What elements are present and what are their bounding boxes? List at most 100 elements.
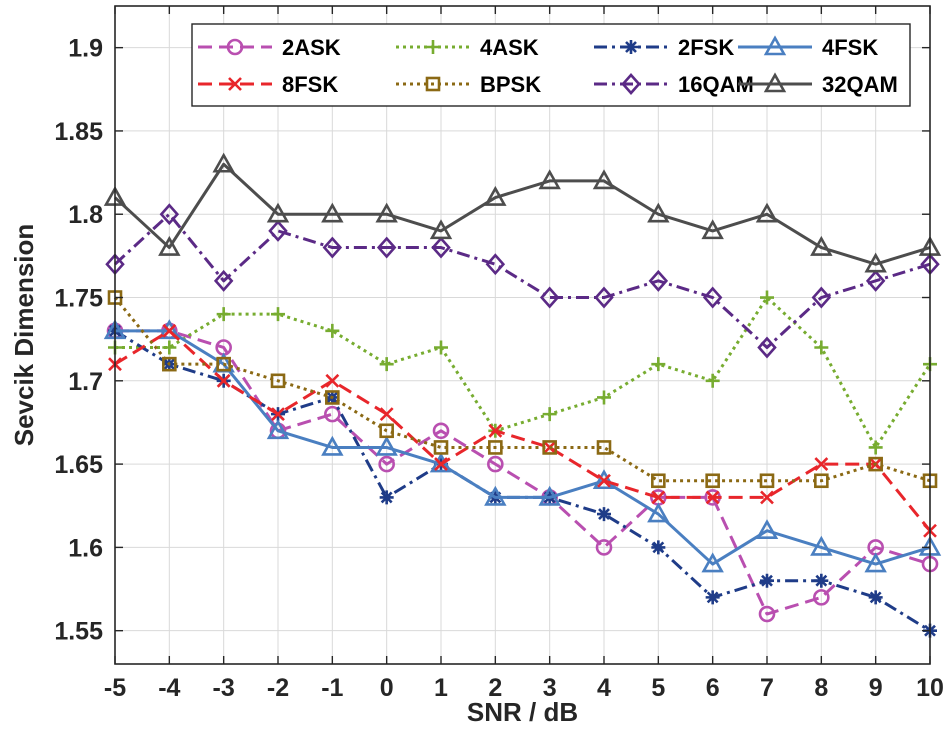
x-tick-label-8: 3 bbox=[543, 674, 557, 702]
legend-label-32QAM: 32QAM bbox=[822, 72, 898, 97]
marker-4ASK-12 bbox=[760, 290, 774, 305]
marker-32QAM-4 bbox=[321, 202, 344, 223]
legend-marker-8FSK bbox=[228, 77, 242, 91]
legend-label-2FSK: 2FSK bbox=[678, 35, 734, 60]
marker-4FSK-3 bbox=[266, 419, 290, 440]
marker-BPSK-12 bbox=[759, 473, 775, 489]
marker-2ASK-12 bbox=[758, 605, 776, 623]
legend-item-8FSK: 8FSK bbox=[198, 72, 338, 97]
marker-16QAM-1 bbox=[159, 203, 180, 226]
x-tick-label-14: 9 bbox=[869, 674, 883, 702]
marker-16QAM-7 bbox=[485, 253, 506, 276]
x-tick-label-1: -4 bbox=[158, 674, 180, 702]
x-tick-label-3: -2 bbox=[267, 674, 289, 702]
y-tick-label-0: 1.55 bbox=[54, 618, 103, 646]
marker-2ASK-5 bbox=[378, 455, 395, 473]
x-tick-label-2: -3 bbox=[213, 674, 235, 702]
marker-4FSK-14 bbox=[864, 552, 887, 573]
marker-2ASK-9 bbox=[595, 539, 613, 556]
marker-32QAM-8 bbox=[538, 169, 561, 190]
marker-16QAM-10 bbox=[648, 269, 669, 292]
marker-4FSK-7 bbox=[484, 485, 507, 506]
legend-marker-32QAM bbox=[763, 72, 787, 93]
marker-8FSK-2 bbox=[216, 373, 231, 388]
y-tick-label-2: 1.65 bbox=[54, 451, 103, 479]
legend-label-4ASK: 4ASK bbox=[480, 35, 539, 60]
marker-8FSK-11 bbox=[705, 490, 720, 505]
marker-BPSK-2 bbox=[216, 356, 231, 372]
x-tick-label-0: -5 bbox=[104, 674, 126, 702]
marker-8FSK-3 bbox=[271, 407, 285, 422]
x-tick-label-13: 8 bbox=[814, 674, 828, 702]
marker-4FSK-4 bbox=[321, 435, 344, 456]
marker-BPSK-8 bbox=[542, 440, 557, 455]
marker-BPSK-10 bbox=[651, 473, 666, 489]
marker-8FSK-5 bbox=[379, 407, 394, 422]
marker-32QAM-2 bbox=[212, 152, 235, 173]
marker-16QAM-5 bbox=[376, 236, 397, 259]
marker-32QAM-14 bbox=[864, 252, 887, 273]
marker-4ASK-9 bbox=[597, 390, 611, 405]
marker-16QAM-11 bbox=[702, 286, 723, 309]
y-tick-label-4: 1.75 bbox=[54, 285, 103, 313]
x-tick-label-6: 1 bbox=[434, 674, 448, 702]
marker-4ASK-14 bbox=[868, 440, 883, 455]
marker-16QAM-9 bbox=[594, 286, 614, 309]
marker-4FSK-13 bbox=[810, 535, 833, 556]
y-tick-label-7: 1.9 bbox=[68, 35, 103, 63]
marker-16QAM-12 bbox=[757, 336, 777, 359]
marker-2ASK-4 bbox=[324, 405, 341, 423]
marker-8FSK-13 bbox=[814, 457, 829, 472]
marker-BPSK-9 bbox=[596, 440, 612, 455]
marker-2FSK-10 bbox=[651, 540, 666, 555]
series-line-2ASK bbox=[115, 329, 931, 616]
marker-BPSK-7 bbox=[488, 440, 503, 455]
marker-2FSK-9 bbox=[597, 507, 611, 522]
marker-2ASK-13 bbox=[813, 589, 830, 606]
marker-16QAM-8 bbox=[539, 286, 560, 309]
marker-4ASK-11 bbox=[705, 373, 720, 388]
plot-area-frame bbox=[114, 5, 931, 665]
x-tick-label-11: 6 bbox=[706, 674, 720, 702]
axis-ticks: -5 -4 -3 -2 -1 0 1 2 3 4 5 6 7 8 9 10 1.55 1.6 1.65 1.7 1.75… bbox=[54, 6, 944, 702]
marker-4ASK-5 bbox=[379, 357, 394, 372]
marker-4ASK-13 bbox=[814, 340, 829, 355]
marker-16QAM-6 bbox=[431, 236, 451, 259]
legend-item-4FSK: 4FSK bbox=[738, 35, 878, 60]
x-tick-label-7: 2 bbox=[488, 674, 502, 702]
legend-marker-BPSK bbox=[425, 76, 441, 92]
legend-marker-4ASK bbox=[426, 40, 440, 54]
legend-item-32QAM: 32QAM bbox=[738, 72, 898, 97]
legend-item-4ASK: 4ASK bbox=[396, 35, 539, 60]
marker-2FSK-5 bbox=[379, 490, 394, 505]
x-tick-label-15: 10 bbox=[916, 674, 944, 702]
x-tick-label-10: 5 bbox=[651, 674, 665, 702]
marker-32QAM-6 bbox=[429, 219, 453, 240]
y-tick-label-5: 1.8 bbox=[68, 201, 103, 229]
y-tick-label-1: 1.6 bbox=[68, 534, 103, 562]
marker-32QAM-3 bbox=[266, 202, 290, 223]
marker-32QAM-11 bbox=[701, 219, 724, 240]
legend-marker-2FSK bbox=[624, 40, 638, 54]
marker-BPSK-14 bbox=[868, 456, 883, 472]
marker-BPSK-1 bbox=[162, 356, 177, 372]
marker-8FSK-12 bbox=[760, 490, 774, 505]
marker-4ASK-4 bbox=[325, 323, 340, 338]
legend-box bbox=[191, 23, 911, 107]
legend-marker-4FSK bbox=[763, 35, 787, 56]
series-16QAM bbox=[105, 203, 940, 359]
legend-label-BPSK: BPSK bbox=[480, 72, 541, 97]
marker-32QAM-13 bbox=[810, 235, 833, 256]
marker-2FSK-11 bbox=[705, 590, 720, 605]
marker-32QAM-5 bbox=[375, 202, 398, 223]
marker-4ASK-3 bbox=[271, 307, 285, 322]
marker-2FSK-13 bbox=[814, 573, 829, 588]
marker-4FSK-10 bbox=[647, 502, 670, 523]
x-tick-label-5: 0 bbox=[380, 674, 394, 702]
marker-BPSK-6 bbox=[433, 440, 449, 455]
marker-2ASK-7 bbox=[487, 455, 504, 473]
x-axis-label: SNR / dB bbox=[467, 697, 578, 727]
marker-32QAM-1 bbox=[158, 235, 181, 256]
